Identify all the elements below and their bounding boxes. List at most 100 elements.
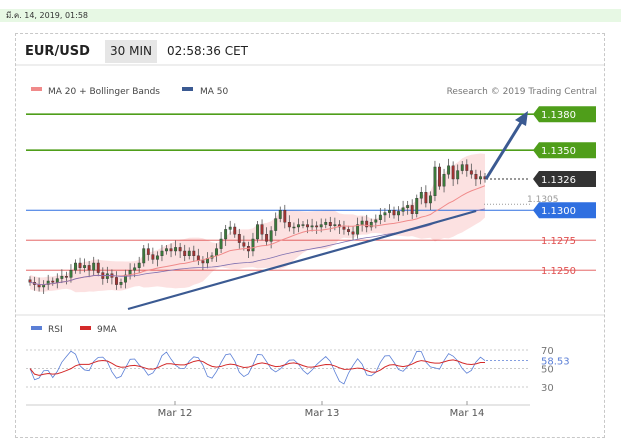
candle-body [224,229,228,240]
candle-body [192,250,196,256]
timeframe-badge[interactable]: 30 MIN [105,40,157,63]
candle-body [278,209,282,219]
candles [28,158,487,294]
x-axis-ticks: Mar 12 Mar 13 Mar 14 [158,401,484,419]
candle-body [479,176,482,180]
candle-body [319,224,323,228]
candle-body [105,273,109,279]
projection-arrow-shaft [484,120,524,180]
candle-body [269,230,273,242]
candle-body [146,248,150,255]
clock-label: 02:58:36 CET [167,44,248,58]
candle-body [369,221,373,228]
candle-body [55,278,59,283]
level-label-1.1275: 1.1275 [541,236,576,247]
candle-body [64,276,68,278]
candle-body [137,262,141,268]
candle-body [442,173,446,187]
candle-body [406,205,410,208]
candle-body [78,262,82,268]
candle-body [256,224,259,240]
candle-body [401,207,405,212]
candle-body [119,282,123,285]
rsi-ma-line [29,359,486,376]
rsi-legend-label: RSI [48,325,63,335]
candle-body [392,209,396,216]
x-tick-label: Mar 12 [158,408,193,419]
candle-body [169,248,173,252]
rsi-ma-swatch [80,326,91,330]
candle-body [115,277,118,285]
rsi-tick-30: 30 [541,383,554,394]
candle-body [428,195,432,204]
candle-body [201,260,205,264]
level-tag-1.1300 [533,202,596,219]
candle-body [174,247,178,252]
candle-body [287,221,291,228]
candle-body [410,205,414,214]
candle-body [297,224,300,228]
candle-body [151,254,155,260]
ma20-swatch [31,87,42,91]
candle-body [215,248,218,257]
candle-body [96,262,100,273]
candle-body [160,250,164,256]
date-strip: มี.ค. 14, 2019, 01:58 [0,9,621,22]
candle-body [415,197,419,214]
level-tag-1.1380 [533,106,596,123]
candle-body [237,233,241,243]
level-tag-1.1326 [533,171,596,187]
candle-body [183,250,187,256]
candle-body [274,218,278,231]
candle-body [74,262,77,271]
rsi-ma-legend-label: 9MA [97,325,117,335]
candle-body [424,191,428,204]
candle-body [374,219,378,223]
credit-label: Research © 2019 Trading Central [447,87,597,97]
candle-body [51,280,55,283]
candle-body [92,262,96,271]
candle-body [378,214,382,220]
candle-body [465,164,469,171]
overlays [29,111,528,311]
candle-body [397,211,400,216]
trendline [127,209,477,311]
ma50-swatch [182,87,193,91]
rsi-tick-70: 70 [541,346,554,357]
candle-body [328,221,332,226]
candle-body [178,247,182,252]
candle-body [242,242,246,247]
candle-body [28,279,32,283]
candle-body [265,233,269,242]
candle-body [360,220,364,225]
candle-body [219,238,223,249]
candle-body [460,164,464,171]
ma50-legend-label: MA 50 [200,87,229,97]
candle-body [69,270,73,278]
rsi-line [29,350,486,385]
candle-body [133,267,137,271]
candle-body [260,224,264,235]
candle-body [165,248,168,252]
candle-body [388,209,391,213]
level-label-1.1326: 1.1326 [541,175,576,186]
candle-body [87,265,91,271]
candle-body [451,165,455,180]
price-levels [26,113,596,271]
rsi-swatch [31,326,42,330]
level-label-1.1380: 1.1380 [541,110,576,121]
x-tick-label: Mar 13 [305,408,340,419]
candle-body [324,221,328,225]
candle-body [438,166,441,187]
candle-body [283,209,287,223]
candle-body [124,274,127,283]
candle-body [383,212,387,216]
candle-body [347,229,350,232]
candle-body [315,225,319,228]
ma20-legend-label: MA 20 + Bollinger Bands [48,87,160,97]
candle-body [301,224,305,226]
candle-body [46,280,50,285]
rsi-panel: 70 50 30 58.53 [26,346,570,394]
